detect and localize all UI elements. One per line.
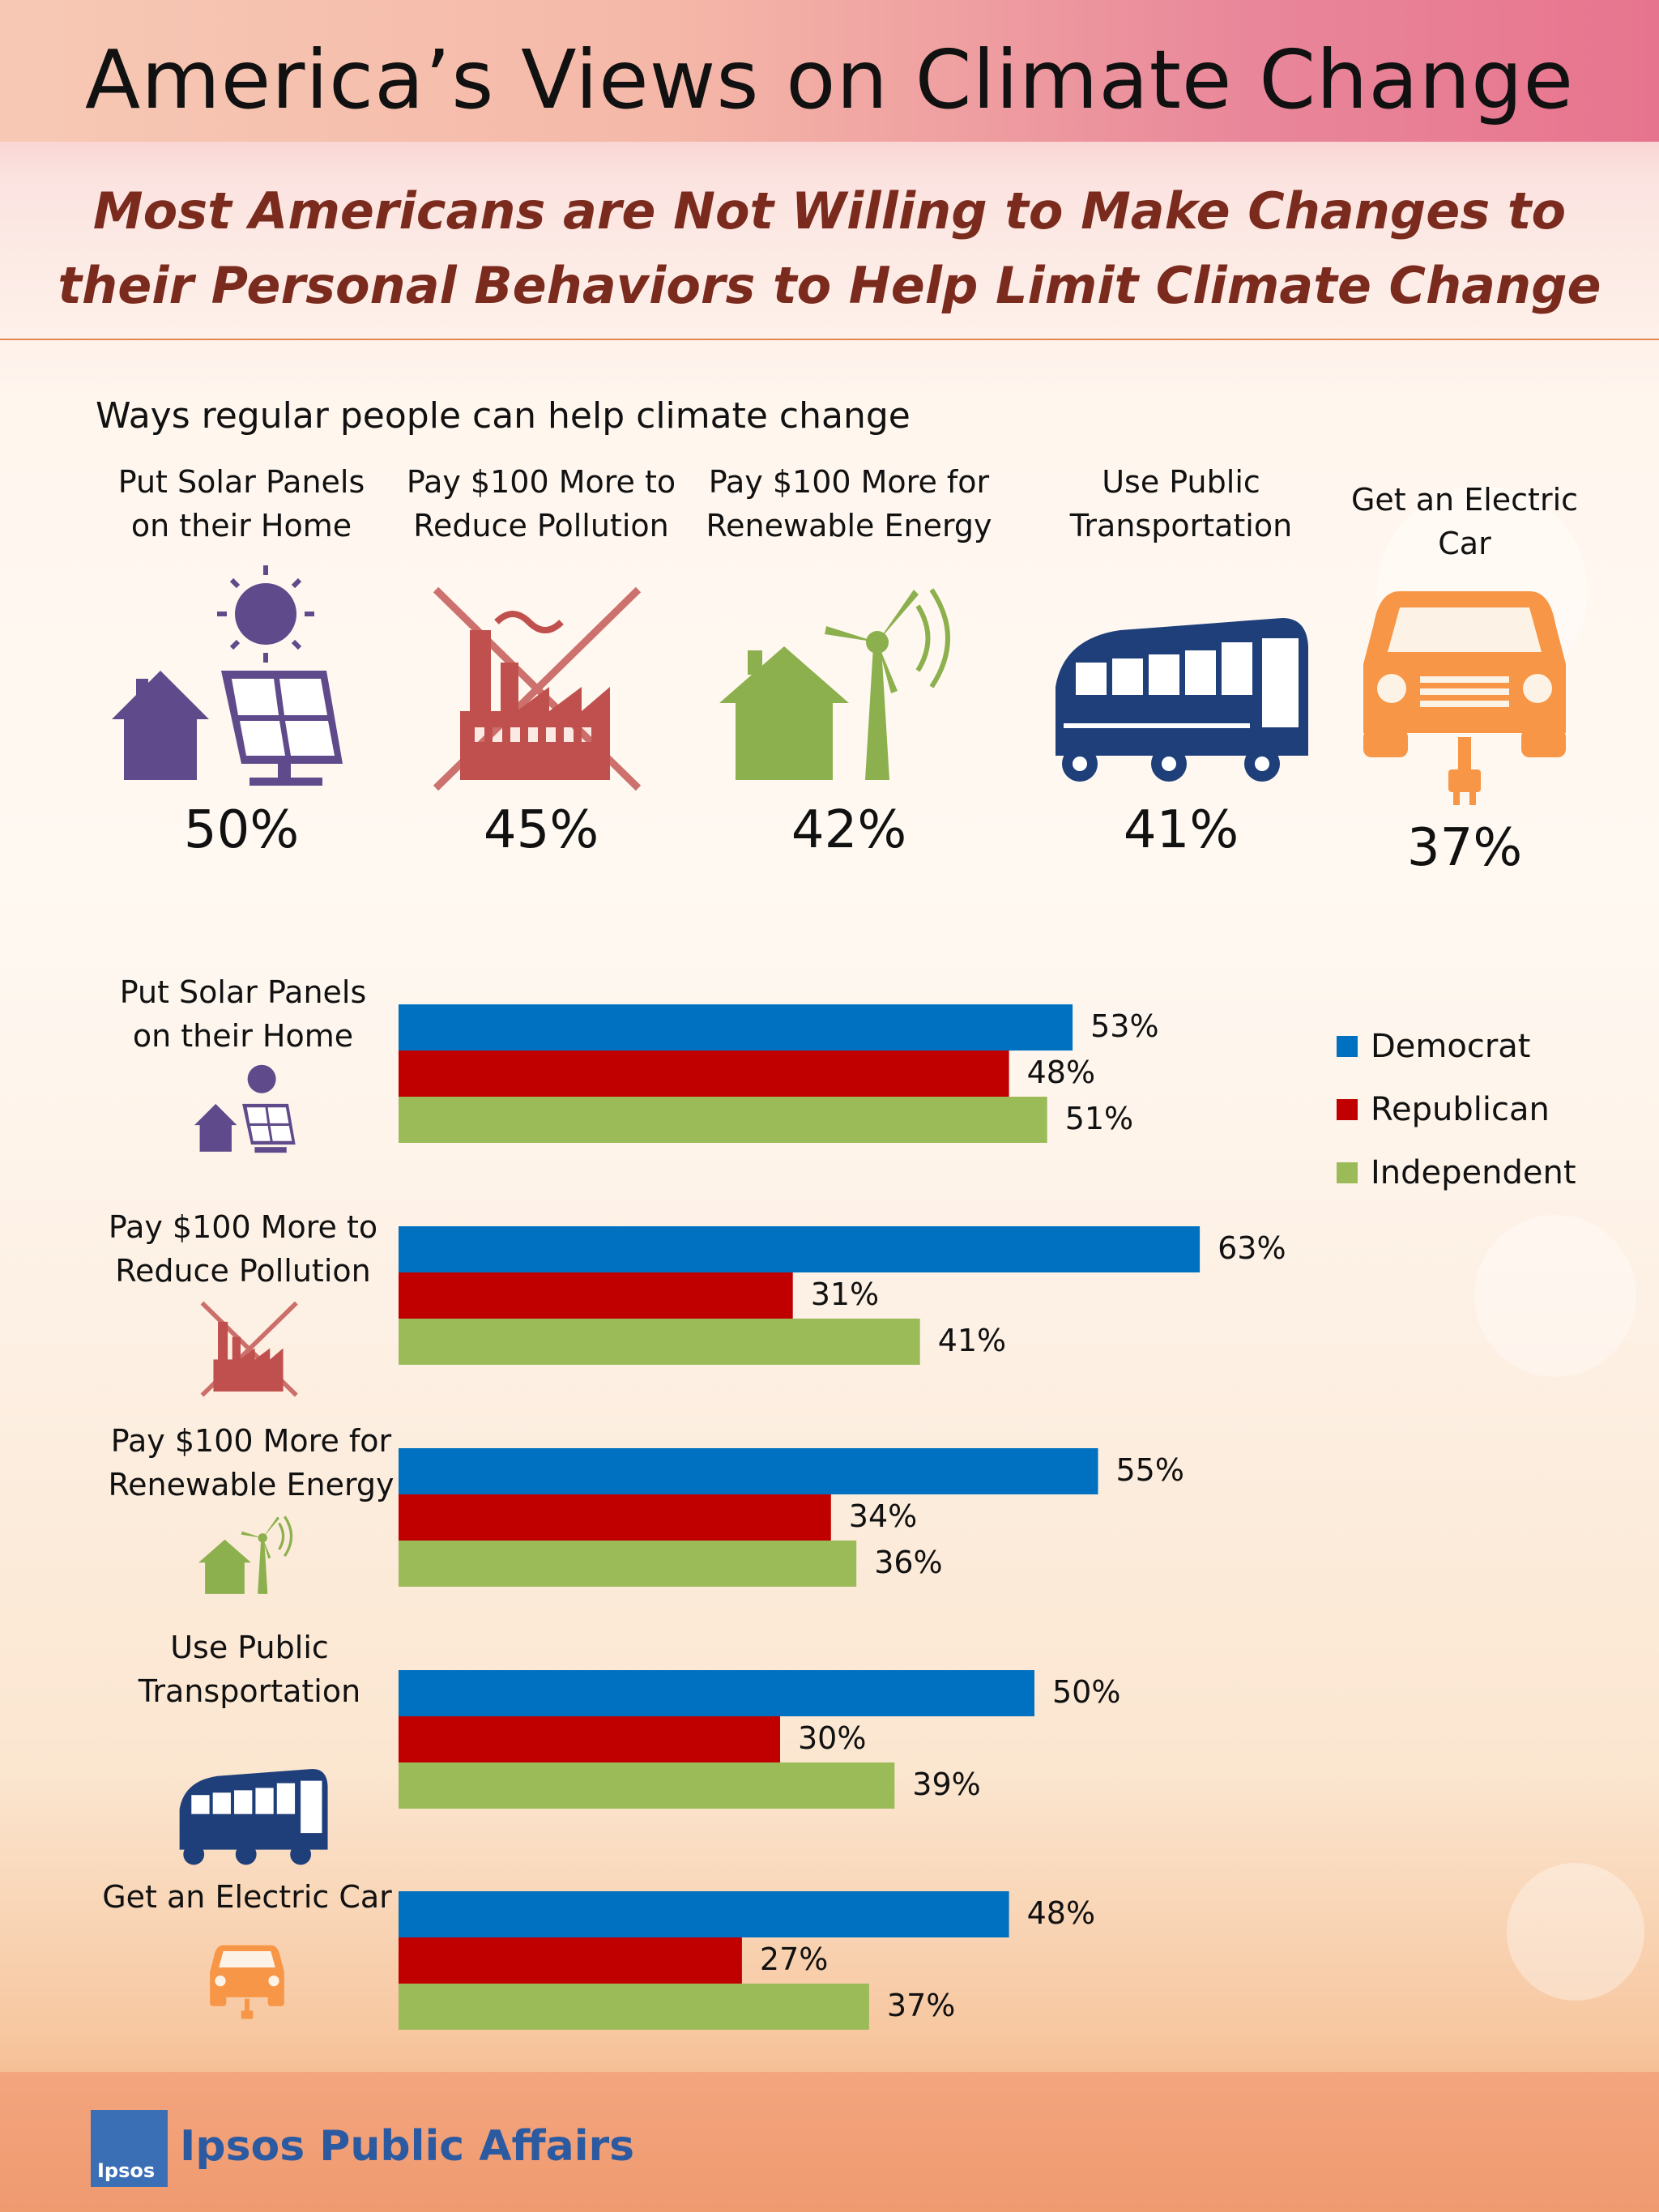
wind-house-icon: [198, 1515, 293, 1594]
footer-band: [0, 2072, 1659, 2212]
solar-house-icon: [194, 1064, 296, 1153]
legend: Democrat Republican Independent: [1337, 1015, 1576, 1204]
overall-label: Pay $100 More to Reduce Pollution: [406, 464, 676, 543]
legend-swatch: [1337, 1099, 1358, 1120]
bar-value-label: 48%: [1027, 1055, 1095, 1090]
legend-label: Republican: [1371, 1091, 1550, 1128]
bar-republican: [399, 1716, 780, 1762]
background-glow: [1507, 1863, 1644, 2001]
overall-label: Get an Electric Car: [1350, 482, 1579, 561]
bar-democrat: [399, 1004, 1073, 1051]
bus-icon: [1056, 618, 1308, 782]
bar-independent: [399, 1762, 895, 1809]
overall-value: 50%: [183, 800, 300, 860]
bar-independent: [399, 1984, 869, 2030]
bar-value-label: 39%: [912, 1767, 980, 1802]
overall-value: 41%: [1123, 800, 1239, 860]
bar-value-label: 50%: [1052, 1674, 1120, 1710]
bar-republican: [399, 1051, 1009, 1097]
solar-house-icon: [112, 565, 343, 786]
background-glow: [1474, 1215, 1636, 1377]
factory-crossed-icon: [200, 1301, 298, 1397]
bar-democrat: [399, 1670, 1034, 1716]
bar-value-label: 55%: [1116, 1452, 1184, 1488]
overall-transport: Use Public Transportation 41%: [1035, 460, 1327, 860]
brand-name: Ipsos Public Affairs: [180, 2122, 635, 2171]
overall-renewable: Pay $100 More for Renewable Energy 42%: [703, 460, 995, 860]
overall-label: Pay $100 More for Renewable Energy: [706, 464, 992, 543]
overall-value: 42%: [791, 800, 907, 860]
page-title: America’s Views on Climate Change: [84, 32, 1575, 127]
legend-swatch: [1337, 1162, 1358, 1183]
page-subtitle: Most Americans are Not Willing to Make C…: [58, 181, 1601, 315]
legend-item-republican: Republican: [1337, 1078, 1576, 1141]
bar-value-label: 63%: [1218, 1230, 1286, 1266]
legend-label: Independent: [1371, 1154, 1576, 1191]
overall-value: 37%: [1406, 818, 1523, 878]
legend-item-independent: Independent: [1337, 1141, 1576, 1204]
bus-icon: [179, 1768, 328, 1865]
bar-independent: [399, 1541, 857, 1587]
legend-item-democrat: Democrat: [1337, 1015, 1576, 1078]
bar-independent: [399, 1319, 920, 1365]
electric-car-icon: [210, 1945, 284, 2019]
header-band: [0, 0, 1659, 142]
wind-house-icon: [719, 588, 950, 780]
bar-value-label: 34%: [849, 1498, 917, 1534]
legend-label: Democrat: [1371, 1028, 1531, 1065]
bar-value-label: 31%: [811, 1276, 879, 1312]
bar-republican: [399, 1494, 831, 1541]
bar-democrat: [399, 1448, 1098, 1494]
overall-solar: Put Solar Panels on their Home 50%: [96, 460, 387, 860]
overall-label: Use Public Transportation: [1069, 464, 1293, 543]
overall-electric-car: Get an Electric Car 37%: [1319, 478, 1610, 878]
bar-value-label: 48%: [1027, 1895, 1095, 1931]
bar-value-label: 37%: [887, 1988, 955, 2023]
bar-value-label: 27%: [760, 1941, 828, 1977]
bar-value-label: 30%: [798, 1720, 866, 1756]
bar-republican: [399, 1937, 742, 1984]
overall-pollution: Pay $100 More to Reduce Pollution 45%: [395, 460, 687, 860]
overall-label: Put Solar Panels on their Home: [117, 464, 365, 543]
legend-swatch: [1337, 1036, 1358, 1057]
group-label: Pay $100 More for Renewable Energy: [108, 1423, 394, 1502]
group-label: Get an Electric Car: [102, 1879, 392, 1915]
bar-value-label: 36%: [874, 1545, 942, 1580]
bar-democrat: [399, 1226, 1201, 1272]
electric-car-icon: [1363, 591, 1566, 805]
group-label: Put Solar Panels on their Home: [119, 974, 367, 1054]
overall-value: 45%: [483, 800, 599, 860]
bar-value-label: 53%: [1090, 1008, 1158, 1044]
divider: [0, 339, 1659, 340]
ipsos-logo: Ipsos: [91, 2110, 168, 2187]
group-label: Use Public Transportation: [138, 1630, 361, 1709]
logo-text: Ipsos: [97, 2159, 156, 2182]
bar-independent: [399, 1097, 1047, 1143]
factory-crossed-icon: [433, 586, 642, 791]
group-label: Pay $100 More to Reduce Pollution: [108, 1209, 378, 1289]
bar-value-label: 51%: [1065, 1101, 1133, 1136]
section-label: Ways regular people can help climate cha…: [96, 395, 911, 437]
bar-value-label: 41%: [938, 1323, 1006, 1358]
bar-republican: [399, 1272, 793, 1319]
bar-democrat: [399, 1891, 1009, 1937]
